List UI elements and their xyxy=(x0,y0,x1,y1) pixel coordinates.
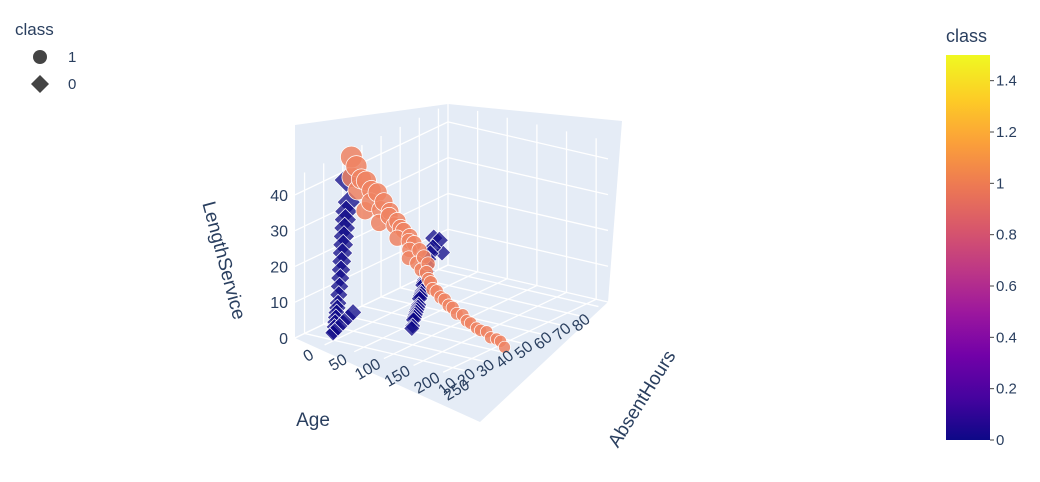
y-gridline xyxy=(438,268,599,308)
z-gridline xyxy=(447,121,609,160)
z-axis-ticks: 0 10 20 30 40 xyxy=(270,188,288,348)
z-tick-label: 0 xyxy=(279,331,288,348)
diamond-icon xyxy=(31,75,49,93)
z-gridline xyxy=(447,264,609,303)
x-gridline xyxy=(353,278,508,353)
z-tick-label: 20 xyxy=(270,259,288,276)
z-gridline xyxy=(447,228,609,267)
z-tick-label: 30 xyxy=(270,224,288,241)
legend-item-0[interactable]: 0 xyxy=(31,75,76,93)
data-point-class-0 xyxy=(343,303,363,322)
colorbar-tick-label: 1.4 xyxy=(996,73,1017,90)
data-point-class-0 xyxy=(403,319,421,337)
colorbar-tick-label: 0 xyxy=(996,432,1004,449)
z-gridline xyxy=(294,228,449,303)
y-gridline xyxy=(342,314,503,353)
y-gridline xyxy=(323,323,484,362)
legend-title: class xyxy=(15,20,54,39)
scene[interactable] xyxy=(294,104,622,422)
z-gridline xyxy=(447,192,609,232)
legend-item-label: 0 xyxy=(68,76,76,93)
x-gridline xyxy=(324,271,478,346)
y-gridline xyxy=(419,278,580,317)
colorbar-tick-label: 0.6 xyxy=(996,278,1017,295)
colorbar-tick-label: 0.4 xyxy=(996,329,1017,346)
colorbar-gradient xyxy=(946,55,990,440)
colorbar-tick-label: 1.2 xyxy=(996,124,1017,141)
data-points xyxy=(324,145,511,354)
colorbar-tick-label: 0.2 xyxy=(996,381,1017,398)
x-tick-label: 0 xyxy=(301,346,317,365)
colorbar-tick-label: 0.8 xyxy=(996,227,1017,244)
z-axis-title: LengthService xyxy=(197,199,249,322)
y-axis-title: Age xyxy=(296,410,330,431)
colorbar-title: class xyxy=(946,26,987,46)
z-gridline xyxy=(294,192,449,268)
legend-item-1[interactable]: 1 xyxy=(33,49,76,66)
z-tick-label: 40 xyxy=(270,188,288,205)
colorbar-ticks: 0 0.2 0.4 0.6 0.8 1 1.2 1.4 xyxy=(990,73,1017,449)
colorbar-tick-label: 1 xyxy=(996,175,1004,192)
x-axis-title: AbsentHours xyxy=(604,347,680,451)
data-point-class-1 xyxy=(498,340,511,354)
z-gridline xyxy=(294,121,449,196)
legend: class 1 0 xyxy=(15,20,76,93)
x-tick-label: 50 xyxy=(326,351,350,375)
back-wall-right xyxy=(448,104,622,302)
colorbar: class 0 0.2 0.4 0.6 0.8 1 1.2 1.4 xyxy=(946,26,1017,449)
circle-icon xyxy=(33,50,47,64)
legend-item-label: 1 xyxy=(68,49,76,66)
z-gridline xyxy=(447,157,609,196)
z-tick-label: 10 xyxy=(270,295,288,312)
x-gridline xyxy=(442,298,597,373)
